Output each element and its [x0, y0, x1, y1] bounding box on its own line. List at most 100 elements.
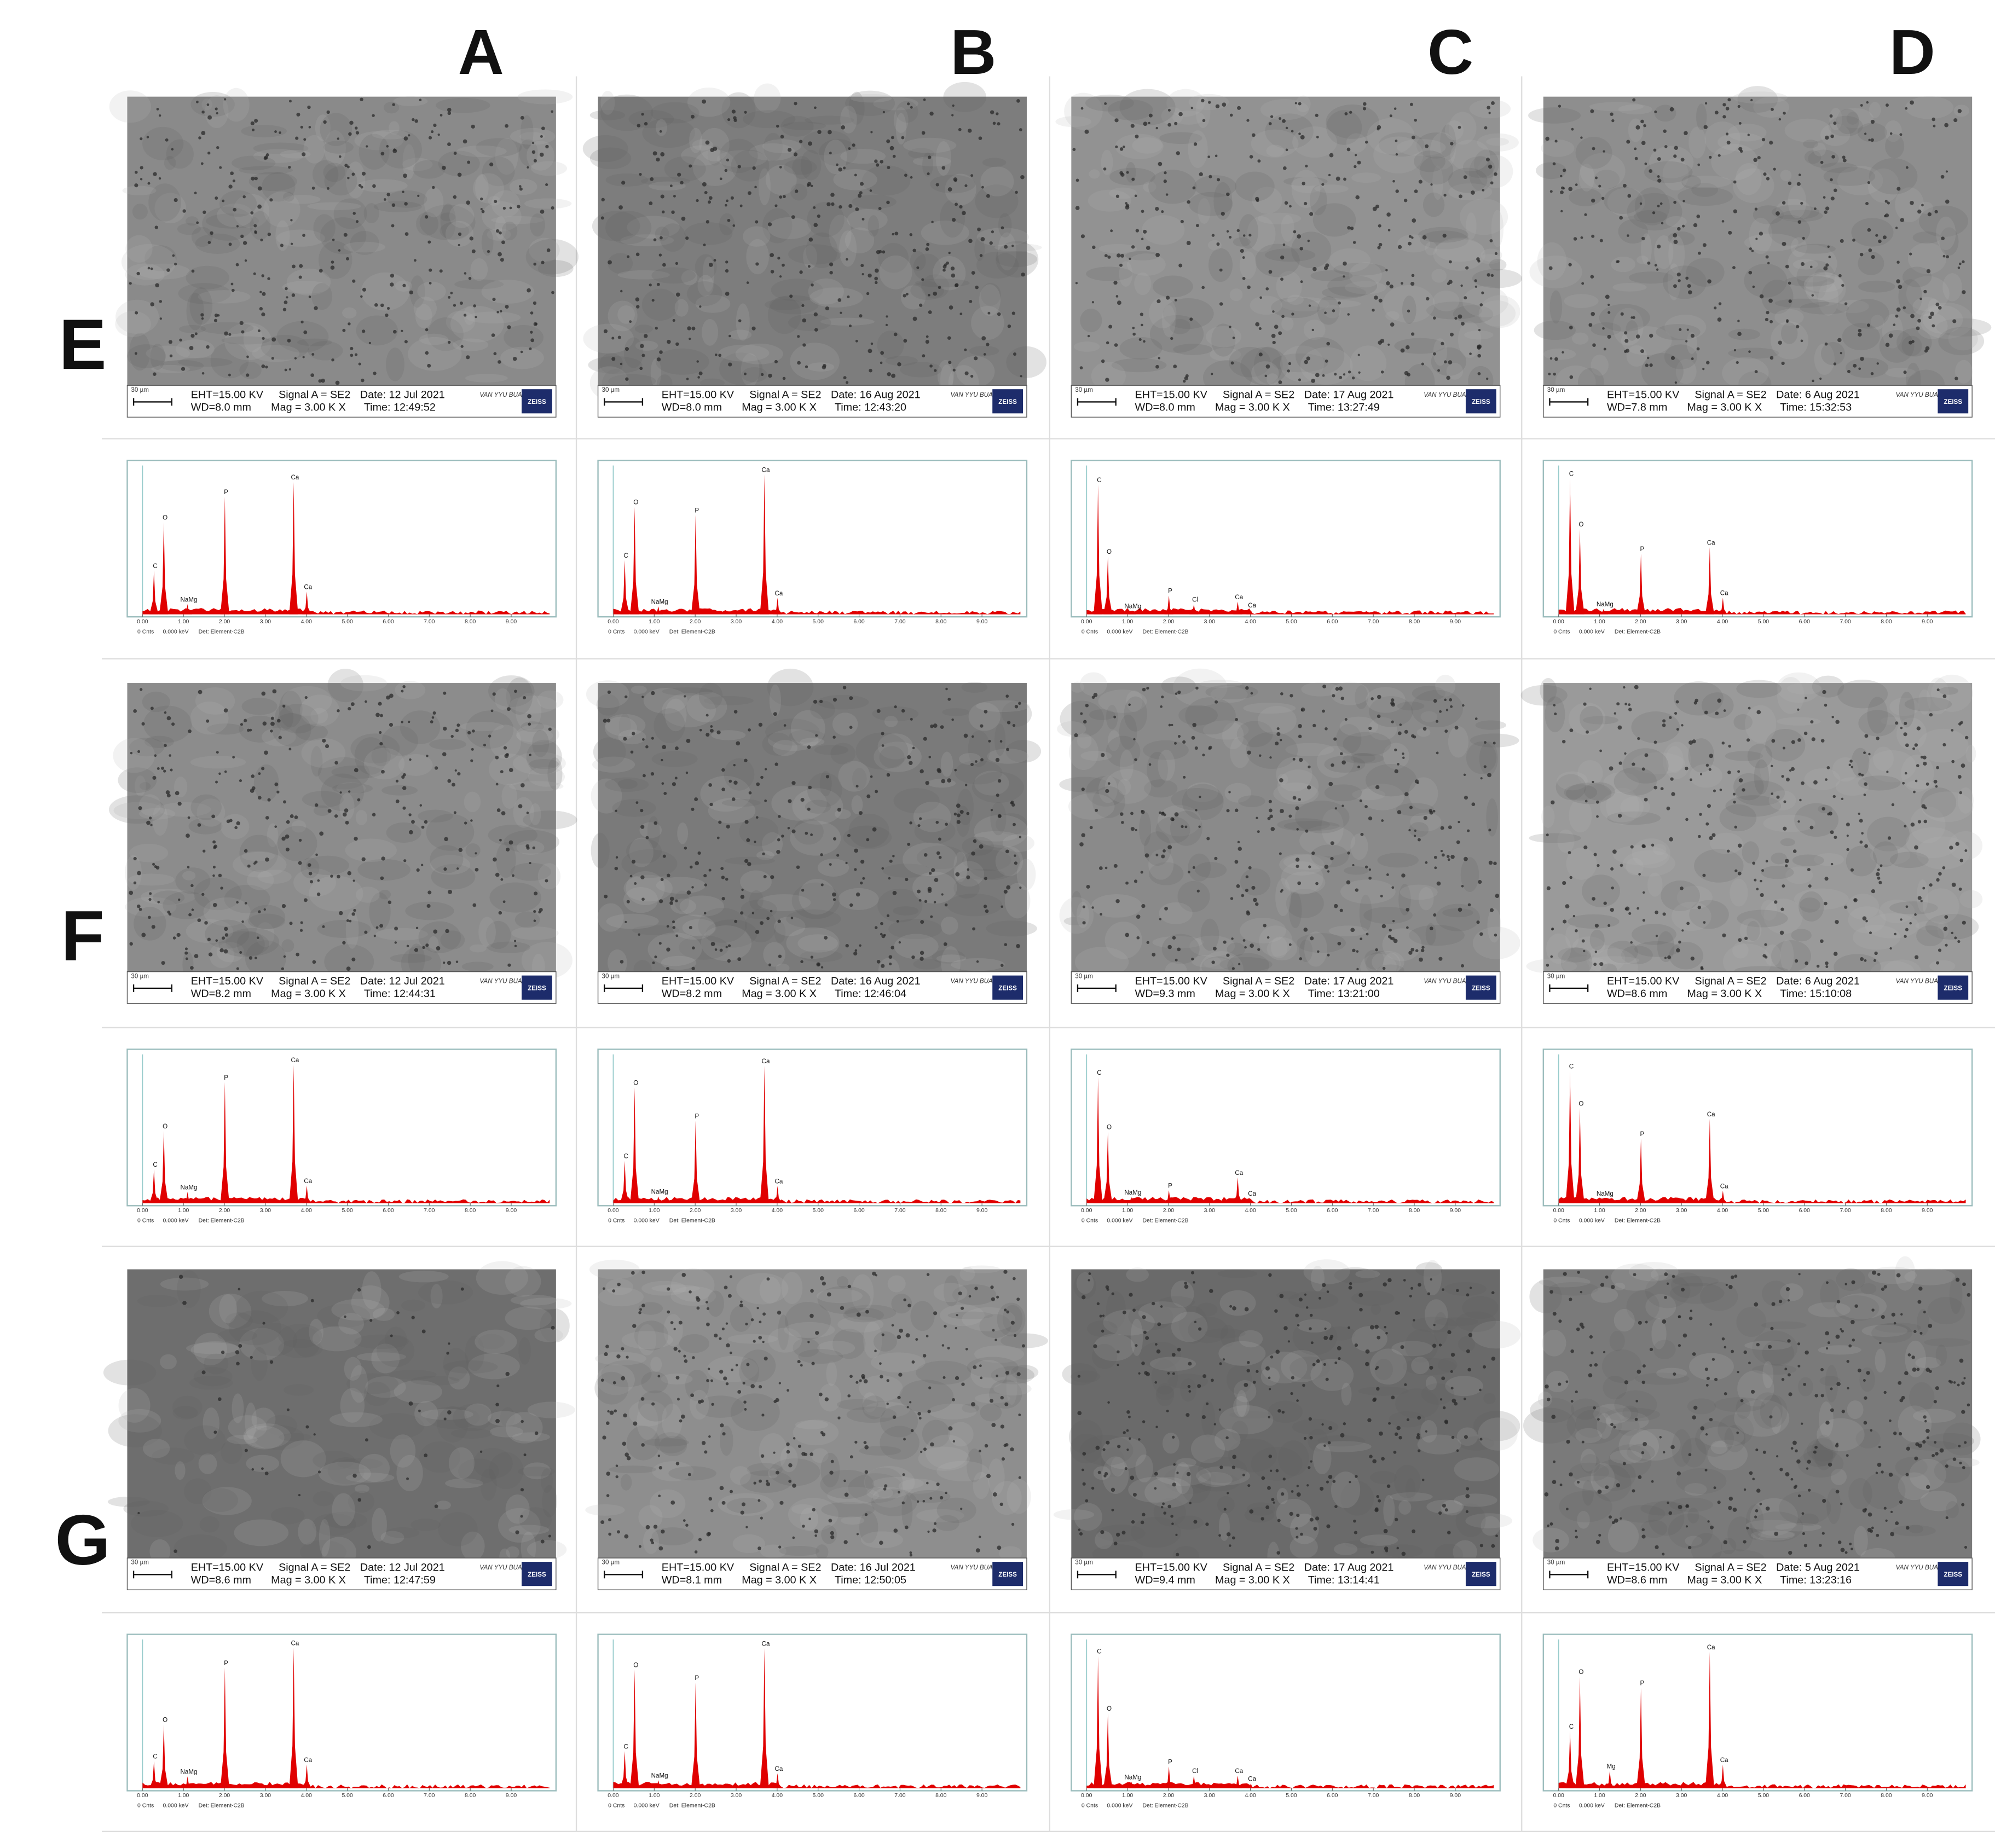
sem-texture [369, 1413, 424, 1440]
sem-texture [431, 864, 476, 890]
sem-pore [1926, 269, 1931, 274]
sem-texture [1812, 675, 1844, 698]
sem-texture [1725, 751, 1763, 761]
sem-pore [322, 738, 326, 743]
sem-pore [425, 351, 429, 355]
sem-pore [1160, 705, 1163, 708]
sem-texture [1566, 783, 1612, 804]
sem-texture [747, 1463, 783, 1476]
sem-pore [966, 875, 970, 879]
x-tick-label: 5.00 [1286, 1208, 1297, 1214]
x-tick-label: 4.00 [1717, 619, 1728, 625]
sem-pore [859, 314, 863, 318]
sem-pore [996, 793, 999, 797]
sem-texture [506, 1546, 519, 1559]
sem-pore [218, 772, 221, 775]
sem-texture [1898, 279, 1923, 315]
sem-texture [687, 88, 731, 117]
sem-pore [1350, 928, 1355, 932]
sem-pore [230, 171, 234, 176]
sem-texture [959, 752, 981, 765]
sem-pore [1458, 314, 1462, 319]
brand: ZEISS [1944, 984, 1963, 992]
sem-pore [1841, 283, 1844, 287]
x-tick-label: 3.00 [1204, 619, 1216, 625]
sem-pore [508, 768, 513, 772]
sem-texture [1252, 187, 1282, 214]
org: VAN YYU BUAM [479, 978, 527, 985]
sem-texture [786, 927, 840, 959]
sem-pore [740, 895, 745, 899]
sem-pore [361, 378, 365, 383]
sem-pore [1717, 698, 1722, 703]
peak-label: NaMg [1597, 1190, 1614, 1197]
sem-pore [1797, 820, 1800, 823]
sem-pore [1617, 725, 1622, 730]
peak-label: NaMg [651, 598, 668, 605]
sem-pore [188, 913, 192, 917]
sem-pore [878, 207, 882, 210]
sem-texture [641, 288, 679, 321]
sem-pore [1922, 887, 1925, 890]
sem-texture [1612, 308, 1644, 346]
scale-label: 30 µm [602, 972, 620, 980]
sem-pore [1343, 261, 1347, 266]
sem-pore [244, 849, 248, 853]
sem-pore [152, 862, 155, 866]
x-tick-label: 2.00 [1635, 1208, 1646, 1214]
sem-pore [182, 209, 186, 213]
sem-pore [1138, 338, 1142, 341]
time: Time: 13:21:00 [1308, 988, 1380, 1000]
sem-pore [437, 133, 440, 136]
sem-pore [416, 868, 420, 872]
sem-pore [945, 822, 949, 826]
sem-pore [1117, 253, 1121, 258]
sem-pore [669, 896, 674, 901]
sem-pore [601, 198, 605, 202]
sem-pore [546, 248, 551, 252]
sem-pore [1372, 309, 1375, 312]
sem-pore [1737, 105, 1740, 108]
sem-texture [1728, 328, 1761, 340]
sem-texture [143, 705, 192, 743]
sem-pore [1734, 869, 1738, 872]
time: Time: 12:49:52 [364, 402, 436, 414]
sem-pore [849, 696, 853, 700]
sem-pore [1825, 206, 1830, 211]
sem-texture [1607, 188, 1645, 217]
sem-texture [996, 251, 1038, 268]
sem-pore [283, 955, 286, 958]
sem-pore [675, 934, 679, 937]
peak-label: O [633, 499, 638, 506]
sem-pore [703, 244, 706, 247]
sem-pore [1236, 229, 1240, 233]
sem-pore [980, 724, 984, 728]
x-tick-label: 6.00 [383, 1793, 394, 1799]
sem-pore [1770, 356, 1774, 360]
sem-pore [285, 834, 290, 839]
sem-pore [1929, 883, 1933, 887]
sem-pore [960, 1508, 963, 1510]
sem-texture [517, 89, 573, 105]
sem-image [127, 1269, 556, 1559]
sem-texture [1106, 705, 1118, 730]
sem-texture [762, 139, 801, 153]
sem-pore [917, 889, 921, 894]
sem-texture [280, 149, 311, 159]
peak-label: P [695, 507, 699, 514]
sem-texture [908, 148, 934, 159]
sem-pore [1175, 692, 1178, 695]
sem-texture [505, 1306, 552, 1330]
sem-pore [814, 106, 817, 109]
sem-pore [170, 768, 173, 772]
sem-texture [500, 346, 544, 369]
sem-pore [1106, 341, 1109, 345]
sem-pore [1686, 328, 1689, 331]
sem-pore [1895, 721, 1899, 725]
sem-texture [198, 1453, 217, 1474]
sem-pore [274, 825, 277, 828]
sem-pore [933, 901, 936, 903]
sem-pore [429, 268, 432, 272]
sem-pore [1952, 319, 1957, 323]
sem-texture [1857, 123, 1887, 142]
